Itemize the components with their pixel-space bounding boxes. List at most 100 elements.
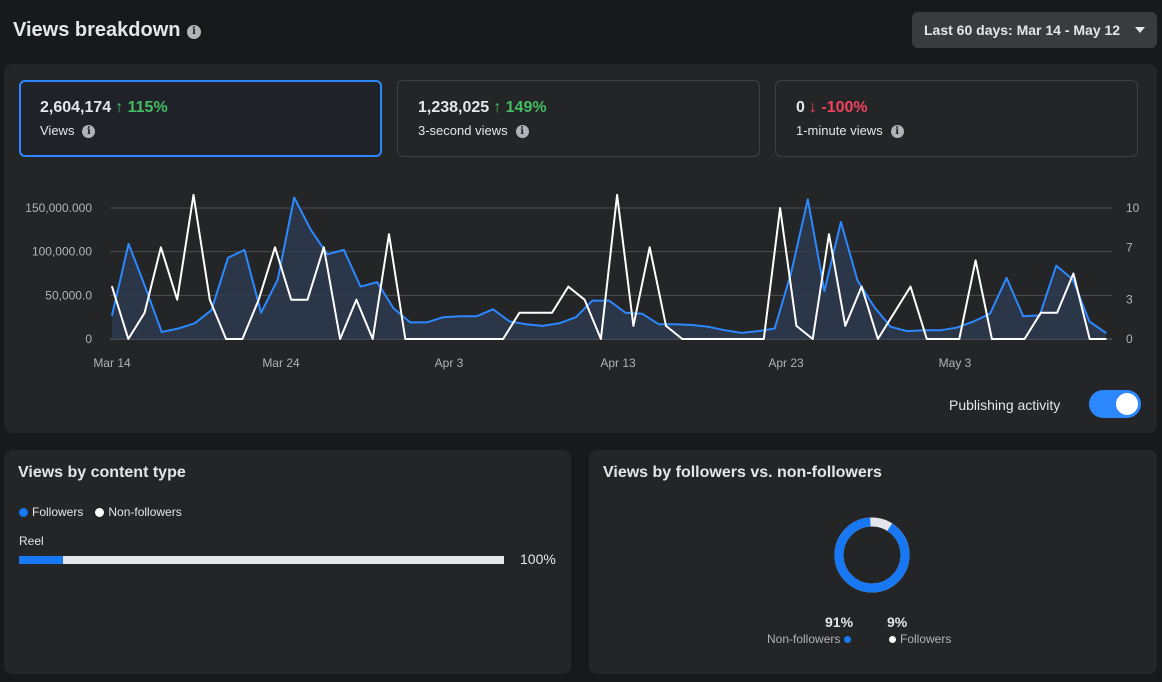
non-followers-dot-icon: [844, 635, 852, 643]
views-data-point: [939, 329, 942, 332]
publishing-activity-data-point: [241, 338, 244, 340]
bar-label-reel: Reel: [19, 534, 44, 548]
arrow-down-icon: ↓: [808, 99, 817, 116]
arrow-up-icon: ↑: [115, 99, 124, 116]
publishing-activity-data-point: [420, 338, 423, 340]
publishing-activity-data-point: [714, 338, 716, 340]
publishing-activity-data-point: [925, 338, 928, 340]
publishing-activity-data-point: [860, 285, 863, 288]
publishing-activity-data-point: [877, 338, 879, 340]
publishing-activity-data-point: [388, 233, 390, 235]
publishing-activity-data-point: [485, 338, 488, 340]
followers-dot-icon: [19, 507, 28, 517]
publishing-activity-series-line: [111, 193, 1106, 340]
followers-dot-icon: [889, 635, 896, 643]
publishing-activity-data-point: [942, 338, 944, 340]
reel-bar[interactable]: [19, 556, 504, 564]
views-data-point: [608, 299, 610, 302]
stat-change-value: 115%: [127, 99, 168, 116]
publishing-activity-data-point: [160, 246, 162, 249]
page-title: Views breakdown i: [13, 19, 201, 42]
non-followers-caption-text: Non-followers: [767, 632, 841, 646]
publishing-activity-data-point: [274, 246, 276, 249]
publishing-activity-data-point: [290, 298, 293, 301]
views-data-point: [989, 312, 991, 315]
info-icon[interactable]: i: [187, 25, 201, 39]
date-range-dropdown[interactable]: Last 60 days: Mar 14 - May 12: [912, 12, 1157, 48]
views-data-point: [260, 312, 262, 314]
views-data-point: [840, 221, 842, 223]
stat-card-1-minute-views[interactable]: 0 ↓ -100% 1-minute views i: [775, 80, 1138, 157]
publishing-activity-data-point: [257, 298, 260, 301]
publishing-activity-data-point: [111, 285, 113, 288]
followers-percent: 9%: [887, 614, 908, 630]
stat-change: ↑ 115%: [115, 99, 168, 116]
stat-label-text: Views: [40, 123, 75, 138]
stat-label-text: 3-second views: [418, 123, 508, 138]
views-data-point: [972, 320, 975, 323]
y-right-tick-label: 3: [1126, 293, 1133, 307]
date-range-label: Last 60 days: Mar 14 - May 12: [924, 22, 1121, 38]
views-data-point: [790, 271, 793, 274]
non-followers-caption: Non-followers: [767, 632, 852, 646]
publishing-activity-data-point: [1088, 338, 1091, 340]
publishing-activity-data-point: [991, 338, 993, 340]
views-data-point: [1072, 278, 1074, 281]
views-data-point: [823, 290, 826, 292]
views-data-point: [691, 324, 693, 326]
views-data-point: [624, 312, 627, 314]
stat-card-3-second-views[interactable]: 1,238,025 ↑ 149% 3-second views i: [397, 80, 760, 157]
views-data-point: [906, 330, 908, 332]
publishing-activity-data-point: [306, 298, 309, 301]
info-icon[interactable]: i: [515, 125, 529, 139]
content-type-title: Views by content type: [18, 464, 186, 481]
publishing-activity-data-point: [600, 338, 602, 340]
publishing-activity-data-point: [909, 285, 912, 288]
publishing-activity-data-point: [795, 325, 798, 327]
followers-donut-chart[interactable]: [827, 510, 917, 600]
publishing-activity-data-point: [779, 207, 781, 209]
views-data-point: [773, 327, 776, 330]
y-left-tick-label: 50,000.0: [45, 288, 92, 302]
views-data-point: [757, 330, 759, 332]
publishing-activity-data-point: [763, 338, 765, 340]
views-data-point: [956, 326, 958, 329]
views-data-point: [276, 278, 279, 281]
followers-caption-text: Followers: [900, 632, 952, 646]
views-data-point: [889, 325, 892, 328]
followers-title: Views by followers vs. non-followers: [603, 464, 882, 481]
publishing-activity-data-point: [567, 285, 570, 288]
x-tick-label: Mar 14: [93, 356, 131, 370]
views-data-point: [575, 316, 577, 318]
publishing-activity-data-point: [1072, 272, 1075, 275]
publishing-activity-data-point: [323, 246, 325, 249]
views-data-point: [160, 331, 163, 333]
views-data-point: [856, 279, 859, 282]
x-tick-label: Apr 3: [435, 356, 464, 370]
publishing-activity-data-point: [974, 259, 977, 262]
publishing-activity-data-point: [828, 233, 830, 235]
views-data-point: [442, 316, 445, 318]
views-data-point: [194, 322, 196, 325]
info-icon[interactable]: i: [890, 125, 904, 139]
info-icon[interactable]: i: [82, 125, 96, 139]
stat-card-views[interactable]: 2,604,174 ↑ 115% Views i: [19, 80, 382, 157]
y-right-tick-label: 0: [1126, 332, 1133, 346]
views-data-point: [326, 253, 329, 256]
reel-bar-followers-fill: [19, 556, 63, 564]
views-data-point: [392, 307, 395, 310]
stat-change: ↑ 149%: [493, 99, 546, 116]
publishing-activity-toggle[interactable]: [1089, 390, 1141, 418]
views-data-point: [1005, 277, 1008, 279]
publishing-activity-data-point: [1023, 338, 1026, 340]
publishing-activity-data-point: [192, 194, 195, 196]
publishing-activity-data-point: [453, 338, 455, 340]
legend-label: Followers: [32, 505, 84, 519]
y-left-tick-label: 0: [85, 332, 92, 346]
publishing-activity-data-point: [339, 338, 341, 340]
views-data-point: [873, 305, 875, 308]
views-data-point: [425, 321, 428, 324]
stat-value: 1,238,025 ↑ 149%: [418, 99, 547, 117]
toggle-knob: [1116, 393, 1138, 415]
views-data-point: [724, 329, 726, 332]
